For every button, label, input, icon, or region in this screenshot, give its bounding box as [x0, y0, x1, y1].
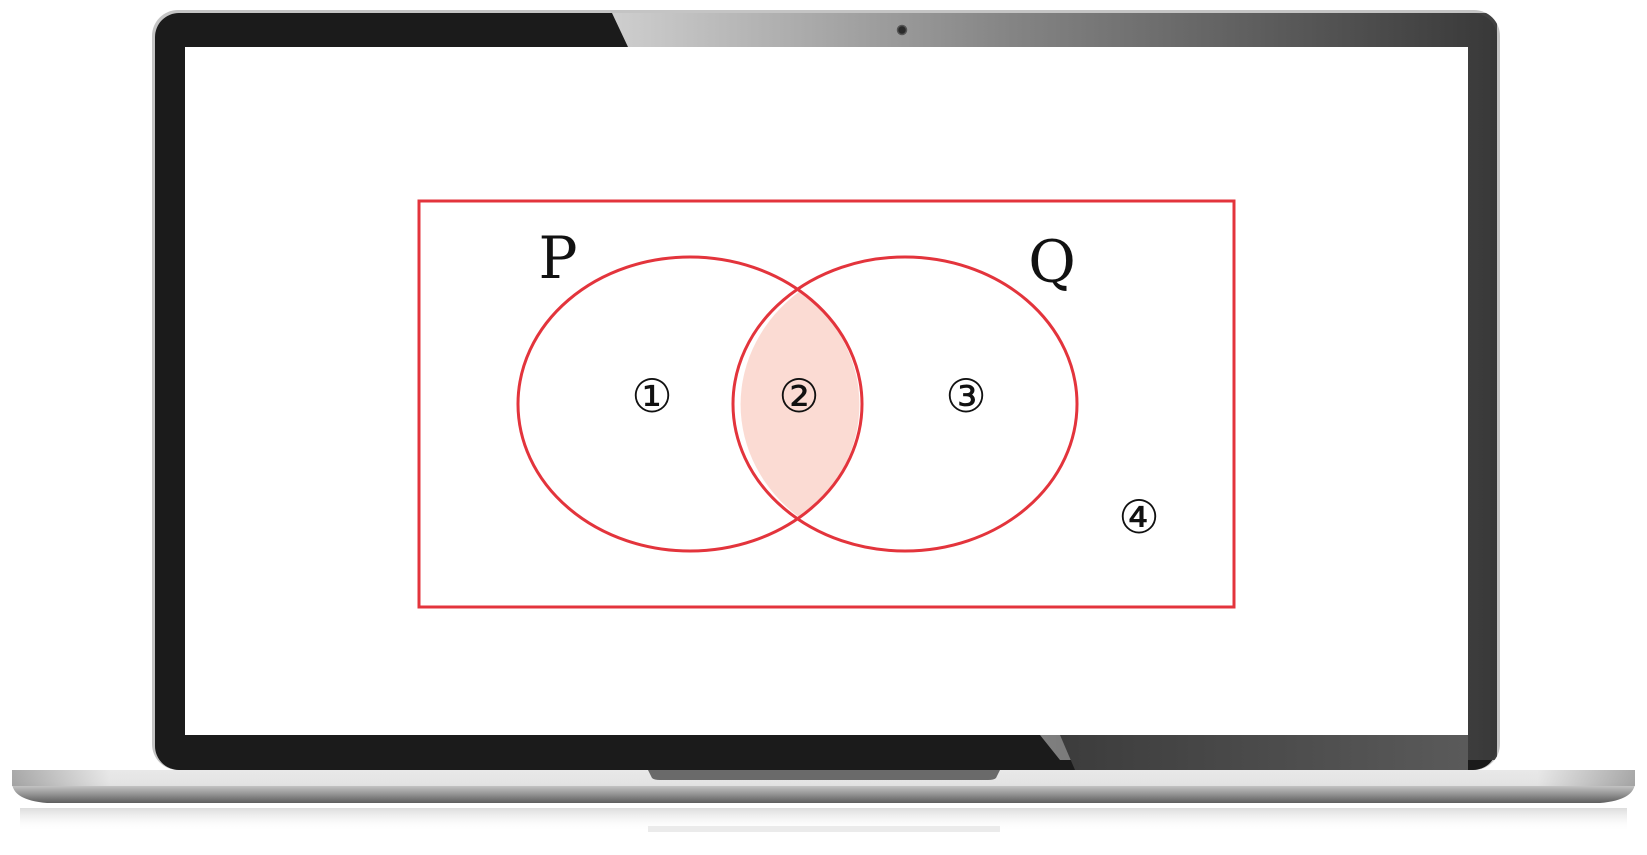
region-3-label: ③	[945, 369, 986, 423]
region-2-label: ②	[778, 369, 819, 423]
intersection-region	[740, 291, 860, 518]
set-q-label: Q	[1028, 228, 1076, 296]
set-p-label: P	[538, 224, 577, 292]
camera-icon	[896, 24, 908, 36]
region-4-label: ④	[1118, 490, 1159, 544]
hinge-notch	[648, 770, 1000, 780]
laptop-base	[12, 770, 1635, 832]
venn-diagram: P Q ① ② ③ ④	[417, 199, 1236, 609]
region-1-label: ①	[631, 369, 672, 423]
universal-set-rectangle	[417, 199, 1236, 609]
set-q-ellipse	[731, 255, 1079, 553]
set-p-ellipse	[516, 255, 864, 553]
